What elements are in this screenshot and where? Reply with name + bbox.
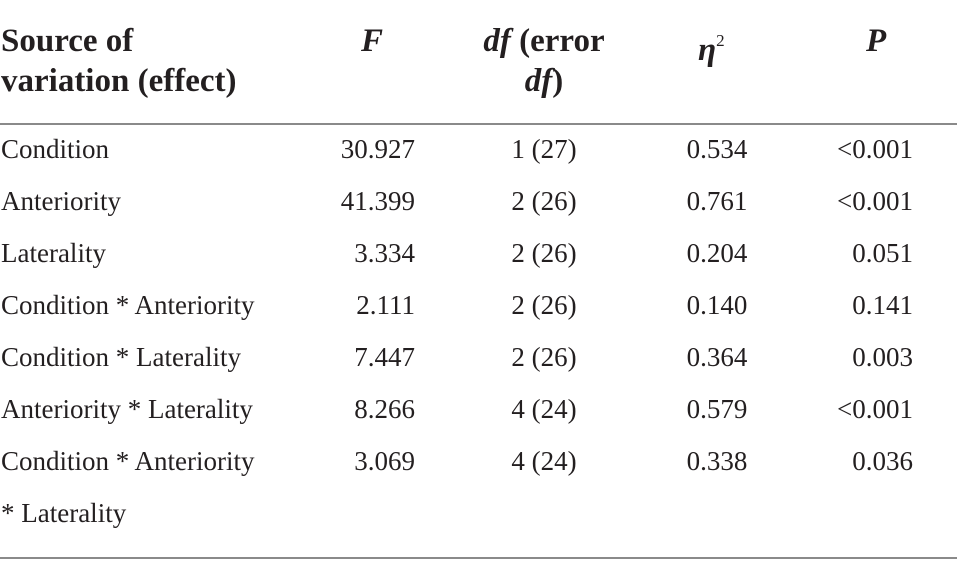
cell-eta2: 0.140	[686, 290, 748, 320]
cell-source: Condition	[1, 134, 110, 164]
header-df-italic2: df	[524, 63, 553, 99]
cell-source: Laterality	[1, 238, 106, 268]
footer-rule	[0, 557, 957, 559]
cell-source: Condition * Anteriority	[1, 290, 255, 320]
header-df-line1: df (error	[483, 21, 604, 61]
cell-p: 0.036	[852, 446, 913, 476]
header-source: Source of variation (effect)	[1, 21, 236, 101]
cell-df: 2 (26)	[511, 290, 577, 320]
header-df-line2: df)	[483, 61, 604, 101]
cell-df: 4 (24)	[511, 446, 577, 476]
cell-source-continuation: * Laterality	[1, 498, 127, 528]
header-df-rest1: (error	[510, 23, 605, 59]
cell-df: 2 (26)	[511, 342, 577, 372]
header-f: F	[361, 21, 383, 61]
cell-f: 2.111	[356, 290, 415, 320]
cell-p: 0.003	[852, 342, 913, 372]
cell-f: 3.334	[354, 238, 415, 268]
cell-p: <0.001	[837, 134, 913, 164]
header-f-label: F	[361, 23, 384, 59]
cell-p: <0.001	[837, 186, 913, 216]
table-row: Condition * Anteriority 2.111 2 (26) 0.1…	[0, 279, 957, 331]
cell-df: 1 (27)	[511, 134, 577, 164]
cell-df: 2 (26)	[511, 238, 577, 268]
cell-df: 4 (24)	[511, 394, 577, 424]
header-eta-symbol: η	[698, 32, 717, 68]
header-source-line2: variation (effect)	[1, 63, 237, 99]
table-row: Condition * Laterality 7.447 2 (26) 0.36…	[0, 331, 957, 383]
table-row-continuation: * Laterality	[0, 487, 957, 539]
header-rule	[0, 123, 957, 125]
cell-df: 2 (26)	[511, 186, 577, 216]
cell-p: <0.001	[837, 394, 913, 424]
table-row: Condition * Anteriority 3.069 4 (24) 0.3…	[0, 435, 957, 487]
cell-eta2: 0.338	[686, 446, 748, 476]
header-df-italic1: df	[483, 23, 511, 59]
cell-eta2: 0.761	[686, 186, 748, 216]
cell-f: 7.447	[354, 342, 415, 372]
cell-p: 0.141	[852, 290, 913, 320]
table-row: Anteriority 41.399 2 (26) 0.761 <0.001	[0, 175, 957, 227]
header-p: P	[866, 21, 886, 61]
cell-f: 41.399	[340, 186, 415, 216]
cell-source: Condition * Laterality	[1, 342, 241, 372]
cell-eta2: 0.579	[686, 394, 748, 424]
cell-eta2: 0.204	[686, 238, 748, 268]
header-df: df (error df)	[483, 21, 604, 101]
header-df-rest2: )	[552, 63, 564, 99]
cell-f: 30.927	[340, 134, 415, 164]
header-source-line1: Source of	[1, 23, 134, 59]
header-eta-squared: η2	[698, 21, 725, 70]
cell-source: Anteriority	[1, 186, 121, 216]
cell-f: 3.069	[354, 446, 415, 476]
table-row: Anteriority * Laterality 8.266 4 (24) 0.…	[0, 383, 957, 435]
cell-p: 0.051	[852, 238, 913, 268]
cell-f: 8.266	[354, 394, 415, 424]
cell-source: Condition * Anteriority	[1, 446, 255, 476]
cell-eta2: 0.364	[686, 342, 748, 372]
table-row: Laterality 3.334 2 (26) 0.204 0.051	[0, 227, 957, 279]
cell-eta2: 0.534	[686, 134, 748, 164]
header-eta-sup: 2	[716, 31, 725, 50]
cell-source: Anteriority * Laterality	[1, 394, 253, 424]
table-row: Condition 30.927 1 (27) 0.534 <0.001	[0, 123, 957, 175]
header-p-label: P	[866, 23, 887, 59]
